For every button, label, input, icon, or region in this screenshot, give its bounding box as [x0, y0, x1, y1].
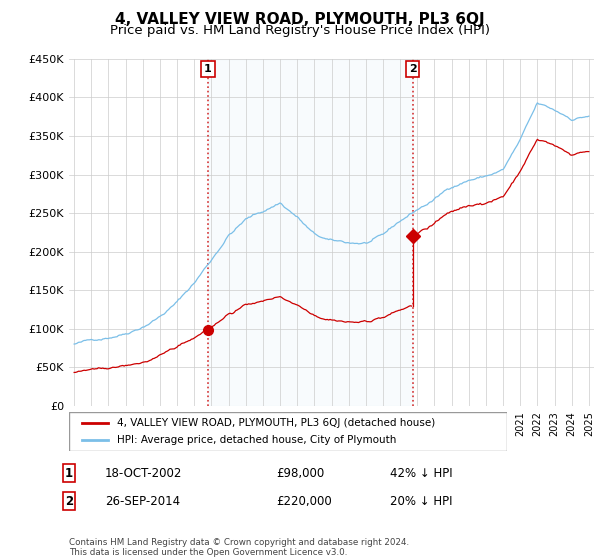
Text: 2: 2: [409, 64, 416, 74]
Text: 42% ↓ HPI: 42% ↓ HPI: [390, 466, 452, 480]
Text: 4, VALLEY VIEW ROAD, PLYMOUTH, PL3 6QJ (detached house): 4, VALLEY VIEW ROAD, PLYMOUTH, PL3 6QJ (…: [117, 418, 436, 428]
Text: 26-SEP-2014: 26-SEP-2014: [105, 494, 180, 508]
Text: 1: 1: [204, 64, 212, 74]
Text: 20% ↓ HPI: 20% ↓ HPI: [390, 494, 452, 508]
Text: 1: 1: [65, 466, 73, 480]
Text: Price paid vs. HM Land Registry's House Price Index (HPI): Price paid vs. HM Land Registry's House …: [110, 24, 490, 37]
Text: HPI: Average price, detached house, City of Plymouth: HPI: Average price, detached house, City…: [117, 435, 397, 445]
Text: £220,000: £220,000: [276, 494, 332, 508]
Bar: [208, 59, 413, 406]
Text: Contains HM Land Registry data © Crown copyright and database right 2024.
This d: Contains HM Land Registry data © Crown c…: [69, 538, 409, 557]
Text: 2: 2: [65, 494, 73, 508]
Text: £98,000: £98,000: [276, 466, 324, 480]
Text: 4, VALLEY VIEW ROAD, PLYMOUTH, PL3 6QJ: 4, VALLEY VIEW ROAD, PLYMOUTH, PL3 6QJ: [115, 12, 485, 27]
Text: 18-OCT-2002: 18-OCT-2002: [105, 466, 182, 480]
